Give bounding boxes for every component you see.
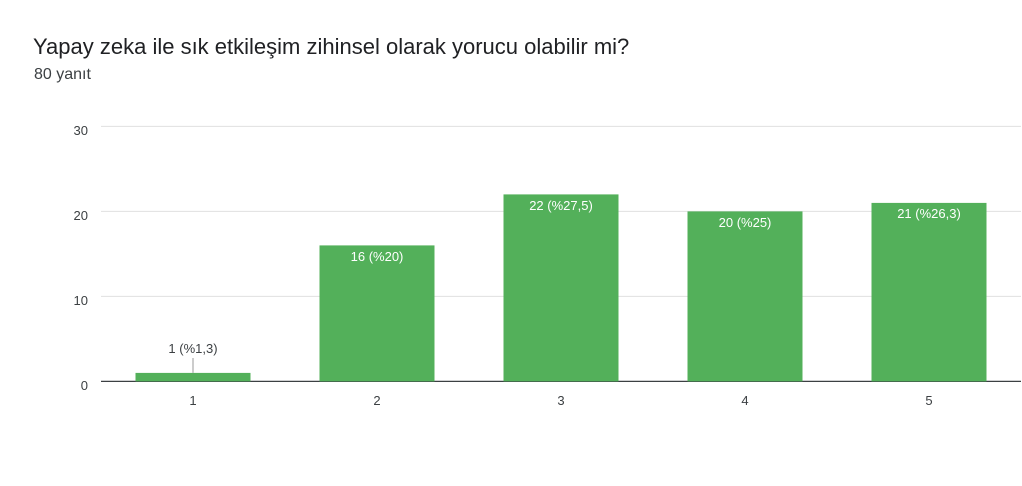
- svg-text:1 (%1,3): 1 (%1,3): [168, 341, 217, 356]
- svg-text:0: 0: [81, 378, 88, 393]
- svg-text:10: 10: [74, 293, 88, 308]
- svg-text:2: 2: [373, 393, 380, 408]
- svg-text:3: 3: [557, 393, 564, 408]
- svg-text:1: 1: [189, 393, 196, 408]
- svg-text:30: 30: [74, 123, 88, 138]
- svg-text:16 (%20): 16 (%20): [351, 249, 404, 264]
- svg-text:20 (%25): 20 (%25): [719, 215, 772, 230]
- svg-text:21 (%26,3): 21 (%26,3): [897, 206, 961, 221]
- svg-text:5: 5: [925, 393, 932, 408]
- svg-text:4: 4: [741, 393, 748, 408]
- svg-text:22 (%27,5): 22 (%27,5): [529, 198, 593, 213]
- svg-text:20: 20: [74, 208, 88, 223]
